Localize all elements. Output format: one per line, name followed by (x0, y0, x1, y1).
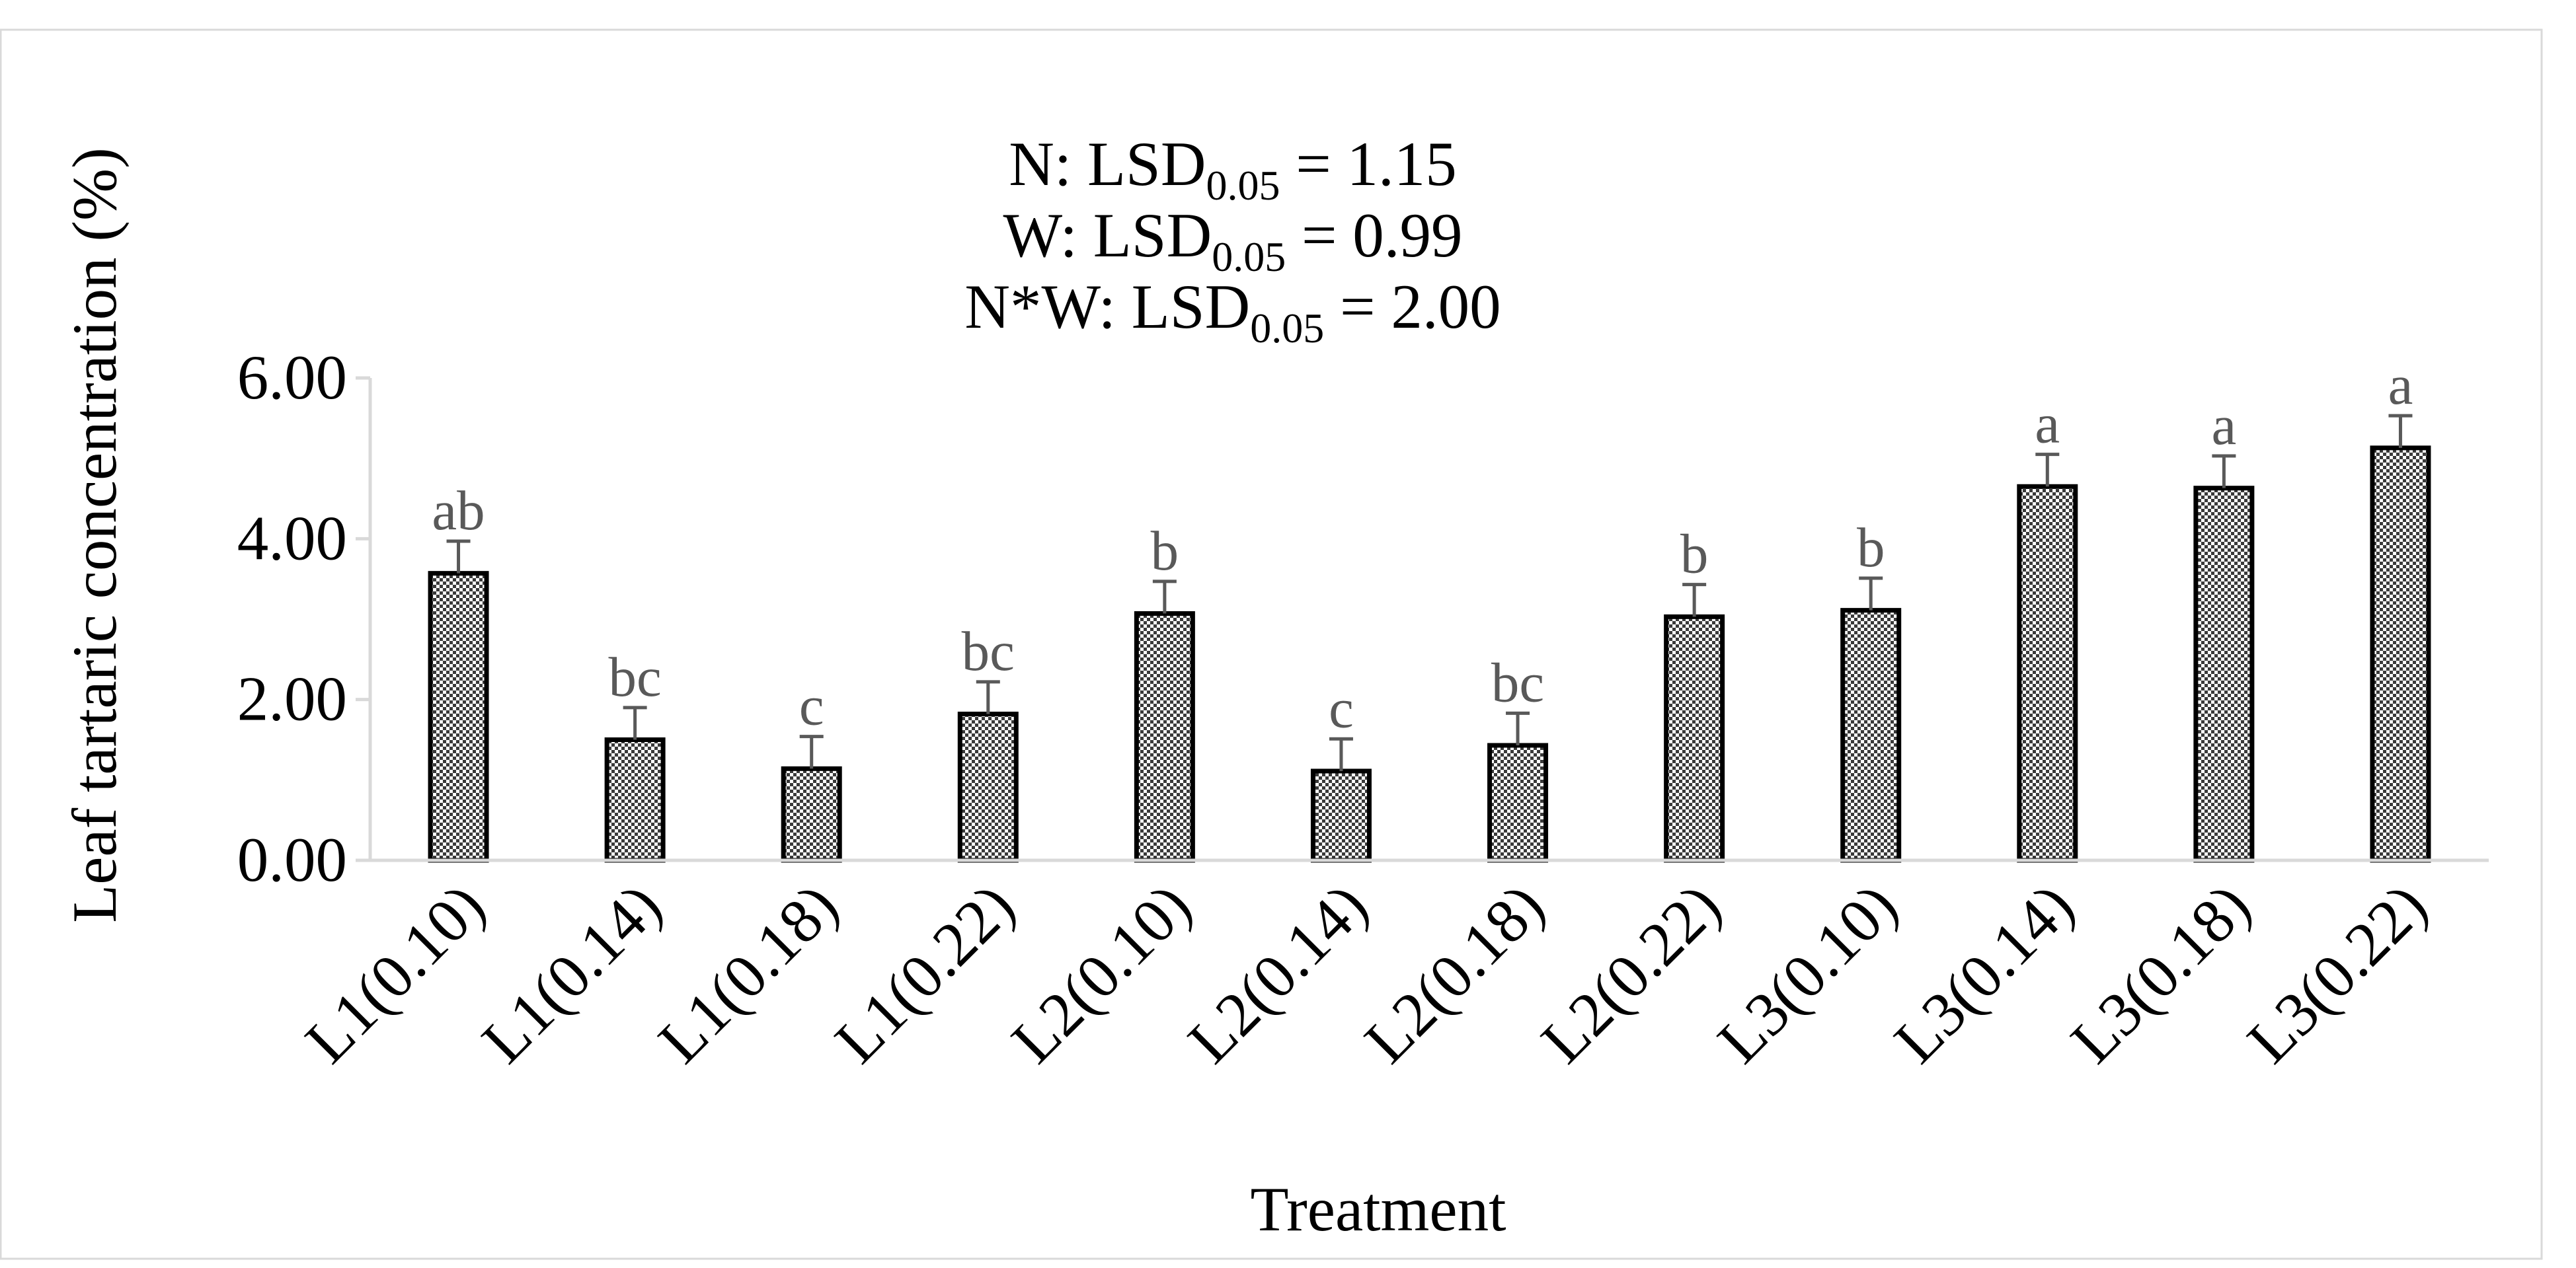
y-tick-label: 0.00 (237, 825, 347, 895)
significance-letter: bc (1491, 652, 1544, 714)
lsd-annotation-3: N*W: LSD0.05 = 2.00 (964, 272, 1501, 352)
significance-letter: a (2388, 354, 2413, 416)
x-axis-title: Treatment (1250, 1174, 1506, 1244)
significance-letter: b (1680, 523, 1709, 585)
significance-letter: bc (962, 620, 1015, 683)
y-tick-label: 4.00 (237, 503, 347, 573)
significance-letter: a (2212, 394, 2237, 457)
bar (1840, 608, 1902, 863)
bar (428, 571, 489, 863)
chart-frame (0, 28, 2543, 1260)
lsd-annotation-1: N: LSD0.05 = 1.15 (1009, 129, 1457, 209)
significance-letter: c (799, 675, 824, 737)
significance-letter: a (2035, 393, 2060, 455)
bar (2370, 445, 2431, 863)
significance-letter: bc (609, 646, 662, 708)
y-axis-title: Leaf tartaric concentration (%) (59, 147, 130, 923)
significance-letter: b (1857, 517, 1885, 579)
significance-letter: ab (432, 480, 485, 542)
bar (2017, 484, 2078, 863)
bar (1487, 743, 1549, 863)
y-tick-label: 2.00 (237, 664, 347, 734)
significance-letter: b (1151, 520, 1179, 582)
bar (1664, 614, 1725, 863)
lsd-annotations: N: LSD0.05 = 1.15W: LSD0.05 = 0.99N*W: L… (964, 129, 1501, 352)
y-axis: 0.00 2.00 4.00 6.00 (237, 342, 372, 895)
bar (781, 766, 842, 863)
bar (1134, 611, 1195, 863)
bar (2193, 486, 2255, 863)
y-tick-label: 6.00 (237, 342, 347, 412)
bar (957, 712, 1019, 863)
significance-letter: c (1329, 677, 1354, 739)
bar (604, 737, 666, 863)
bar (1310, 768, 1372, 863)
lsd-annotation-2: W: LSD0.05 = 0.99 (1003, 200, 1462, 280)
